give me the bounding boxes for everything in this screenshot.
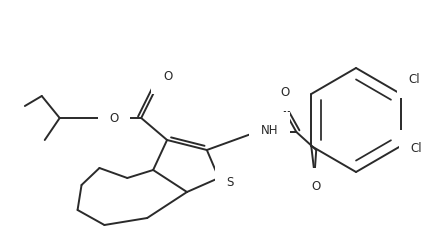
Text: O: O bbox=[280, 86, 290, 99]
Text: O: O bbox=[163, 69, 173, 82]
Text: Cl: Cl bbox=[411, 141, 422, 154]
Text: O: O bbox=[109, 112, 119, 124]
Text: Cl: Cl bbox=[409, 73, 420, 86]
Text: O: O bbox=[312, 179, 321, 192]
Text: S: S bbox=[227, 177, 234, 189]
Text: NH: NH bbox=[261, 123, 278, 137]
